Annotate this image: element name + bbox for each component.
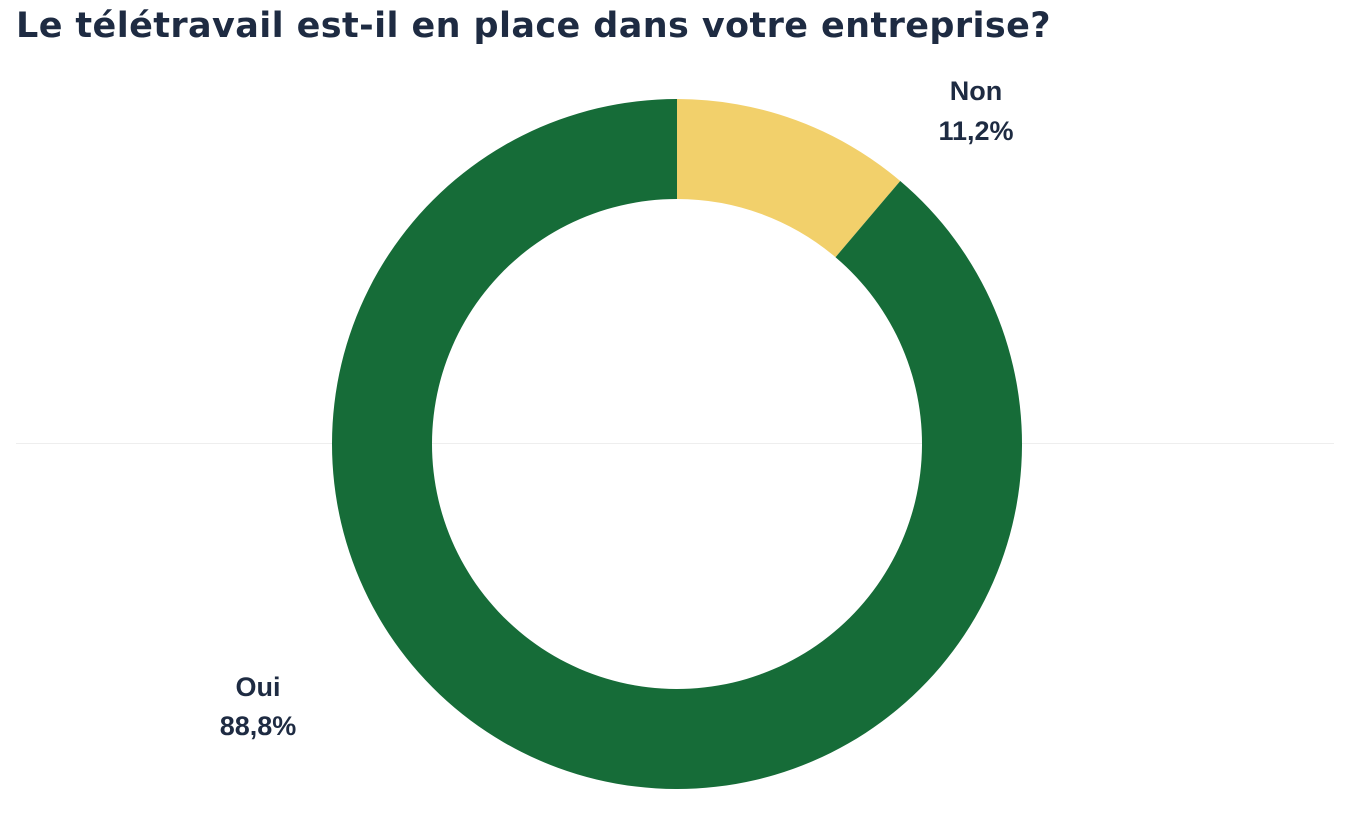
slice-oui bbox=[332, 99, 1023, 789]
slices-layer bbox=[332, 99, 1023, 789]
slice-value-non: 11,2% bbox=[938, 116, 1013, 146]
chart-title: Le télétravail est-il en place dans votr… bbox=[16, 6, 1051, 46]
slice-non bbox=[677, 99, 901, 258]
slice-value-oui: 88,8% bbox=[220, 711, 297, 741]
baseline-divider bbox=[16, 443, 1334, 444]
slice-label-non: Non bbox=[950, 76, 1002, 106]
slice-label-oui: Oui bbox=[236, 672, 281, 702]
labels-layer: Non 11,2% Oui 88,8% bbox=[220, 76, 1014, 741]
